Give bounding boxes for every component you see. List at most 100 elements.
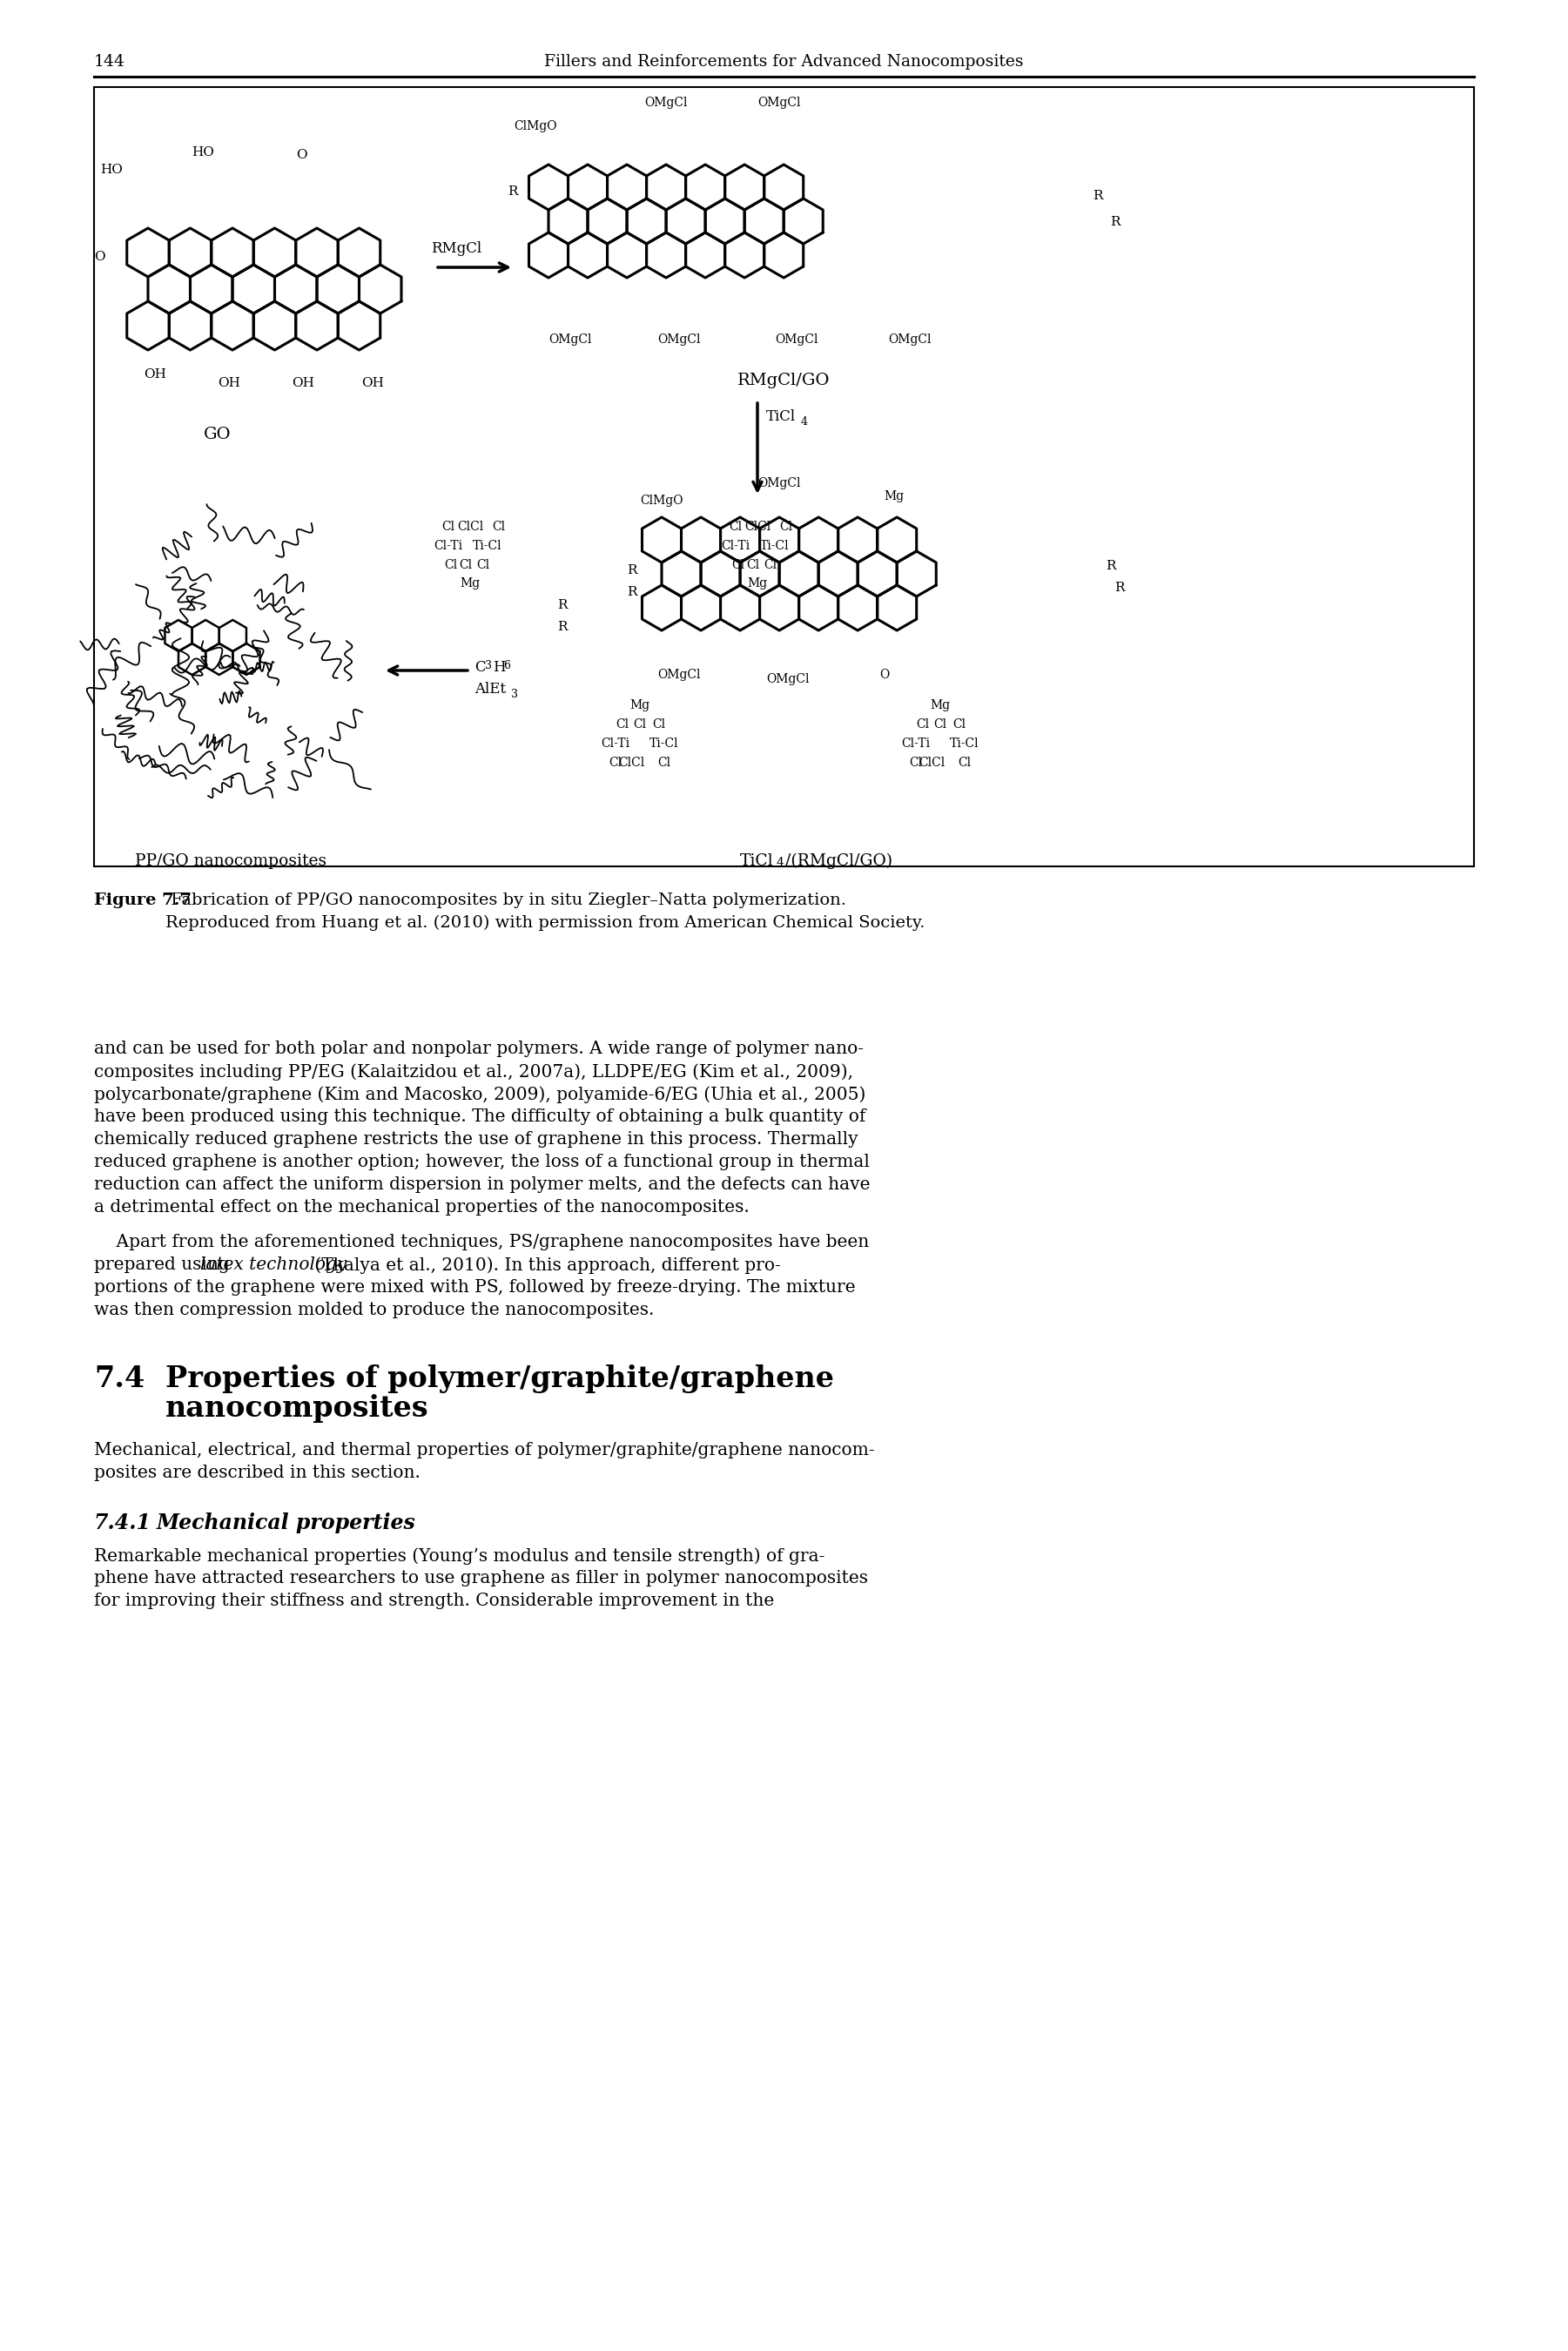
Text: TiCl: TiCl	[740, 853, 773, 870]
Text: Cl: Cl	[764, 560, 778, 571]
Text: OMgCl: OMgCl	[757, 96, 801, 108]
Text: Cl: Cl	[652, 719, 666, 731]
Text: R: R	[627, 564, 637, 576]
Text: O: O	[880, 668, 889, 682]
Text: Cl: Cl	[732, 560, 745, 571]
Text: Fillers and Reinforcements for Advanced Nanocomposites: Fillers and Reinforcements for Advanced …	[544, 54, 1024, 71]
Text: Cl: Cl	[746, 560, 759, 571]
Text: Mg: Mg	[459, 578, 480, 590]
Text: R: R	[1115, 581, 1124, 595]
Text: 3: 3	[485, 661, 492, 672]
Text: GO: GO	[204, 426, 232, 442]
Text: OH: OH	[144, 369, 166, 381]
Text: Cl: Cl	[958, 757, 971, 769]
Text: Ti-Cl: Ti-Cl	[950, 738, 980, 750]
Text: R: R	[557, 621, 568, 632]
Text: RMgCl: RMgCl	[431, 240, 481, 256]
Text: nanocomposites: nanocomposites	[165, 1394, 430, 1422]
Text: 4: 4	[776, 856, 784, 870]
Text: ClMgO: ClMgO	[640, 494, 684, 508]
Text: Mg: Mg	[630, 698, 651, 712]
Text: HO: HO	[100, 165, 122, 176]
Text: Cl: Cl	[916, 719, 930, 731]
Text: OH: OH	[218, 376, 240, 390]
Text: Cl: Cl	[477, 560, 489, 571]
Text: Figure 7.7: Figure 7.7	[94, 893, 191, 907]
Text: OMgCl: OMgCl	[767, 672, 809, 684]
Text: (Tkalya et al., 2010). In this approach, different pro-: (Tkalya et al., 2010). In this approach,…	[309, 1255, 781, 1274]
Text: a detrimental effect on the mechanical properties of the nanocomposites.: a detrimental effect on the mechanical p…	[94, 1199, 750, 1215]
Text: and can be used for both polar and nonpolar polymers. A wide range of polymer na: and can be used for both polar and nonpo…	[94, 1041, 864, 1058]
Text: R: R	[1105, 560, 1116, 571]
Text: RMgCl/GO: RMgCl/GO	[737, 374, 829, 388]
Text: Mg: Mg	[930, 698, 950, 712]
Text: C: C	[475, 661, 486, 675]
Text: Ti-Cl: Ti-Cl	[474, 541, 502, 552]
Text: O: O	[296, 148, 307, 162]
Text: R: R	[1110, 216, 1120, 228]
Text: polycarbonate/graphene (Kim and Macosko, 2009), polyamide-6/EG (Uhia et al., 200: polycarbonate/graphene (Kim and Macosko,…	[94, 1086, 866, 1103]
Text: Cl: Cl	[608, 757, 622, 769]
Text: 4: 4	[801, 416, 808, 428]
Text: Cl: Cl	[441, 520, 455, 534]
Text: TiCl: TiCl	[767, 409, 797, 423]
Text: Cl: Cl	[459, 560, 472, 571]
Text: Properties of polymer/graphite/graphene: Properties of polymer/graphite/graphene	[165, 1364, 834, 1394]
Text: Cl: Cl	[729, 520, 742, 534]
Text: 3: 3	[511, 689, 517, 701]
Text: Cl: Cl	[633, 719, 646, 731]
Text: 7.4: 7.4	[94, 1364, 144, 1394]
Text: OMgCl: OMgCl	[887, 334, 931, 346]
Text: reduced graphene is another option; however, the loss of a functional group in t: reduced graphene is another option; howe…	[94, 1154, 870, 1171]
Text: OMgCl: OMgCl	[549, 334, 591, 346]
Text: posites are described in this section.: posites are described in this section.	[94, 1465, 420, 1481]
Text: 6: 6	[503, 661, 510, 672]
Text: R: R	[508, 186, 517, 197]
Text: ClCl: ClCl	[745, 520, 770, 534]
Text: Mechanical properties: Mechanical properties	[157, 1512, 416, 1533]
Text: H: H	[492, 661, 505, 675]
Text: ClCl: ClCl	[919, 757, 946, 769]
Text: prepared using: prepared using	[94, 1255, 235, 1272]
Text: 144: 144	[94, 54, 125, 71]
Text: Mg: Mg	[748, 578, 767, 590]
Text: Mechanical, electrical, and thermal properties of polymer/graphite/graphene nano: Mechanical, electrical, and thermal prop…	[94, 1441, 875, 1458]
Text: for improving their stiffness and strength. Considerable improvement in the: for improving their stiffness and streng…	[94, 1592, 775, 1608]
Text: OMgCl: OMgCl	[644, 96, 687, 108]
Text: Remarkable mechanical properties (Young’s modulus and tensile strength) of gra-: Remarkable mechanical properties (Young’…	[94, 1547, 825, 1563]
Text: Cl: Cl	[779, 520, 792, 534]
Text: R: R	[557, 600, 568, 611]
Text: HO: HO	[191, 146, 215, 158]
Text: O: O	[94, 252, 105, 263]
Text: 7.4.1: 7.4.1	[94, 1512, 152, 1533]
Text: Apart from the aforementioned techniques, PS/graphene nanocomposites have been: Apart from the aforementioned techniques…	[94, 1234, 869, 1251]
Text: Cl: Cl	[616, 719, 629, 731]
Text: AlEt: AlEt	[475, 682, 506, 696]
Text: have been produced using this technique. The difficulty of obtaining a bulk quan: have been produced using this technique.…	[94, 1107, 866, 1126]
Text: OH: OH	[292, 376, 314, 390]
Text: OMgCl: OMgCl	[657, 668, 701, 682]
Text: ClCl: ClCl	[456, 520, 483, 534]
Text: phene have attracted researchers to use graphene as filler in polymer nanocompos: phene have attracted researchers to use …	[94, 1570, 869, 1587]
Text: Mg: Mg	[884, 491, 903, 503]
Text: Cl-Ti: Cl-Ti	[902, 738, 930, 750]
Text: PP/GO nanocomposites: PP/GO nanocomposites	[135, 853, 326, 870]
Text: OMgCl: OMgCl	[757, 477, 801, 489]
Text: chemically reduced graphene restricts the use of graphene in this process. Therm: chemically reduced graphene restricts th…	[94, 1131, 858, 1147]
Text: Cl: Cl	[657, 757, 671, 769]
Text: ClCl: ClCl	[618, 757, 644, 769]
Text: reduction can affect the uniform dispersion in polymer melts, and the defects ca: reduction can affect the uniform dispers…	[94, 1176, 870, 1192]
Text: Cl: Cl	[444, 560, 458, 571]
Text: Fabrication of PP/GO nanocomposites by in situ Ziegler–Natta polymerization.
Rep: Fabrication of PP/GO nanocomposites by i…	[165, 893, 925, 931]
Text: OH: OH	[361, 376, 384, 390]
Text: Cl: Cl	[492, 520, 505, 534]
Text: composites including PP/EG (Kalaitzidou et al., 2007a), LLDPE/EG (Kim et al., 20: composites including PP/EG (Kalaitzidou …	[94, 1063, 853, 1081]
Text: latex technology: latex technology	[201, 1255, 347, 1272]
Text: /(RMgCl/GO): /(RMgCl/GO)	[786, 853, 892, 870]
Text: Cl-Ti: Cl-Ti	[601, 738, 630, 750]
Text: Ti-Cl: Ti-Cl	[760, 541, 790, 552]
Text: Ti-Cl: Ti-Cl	[649, 738, 679, 750]
Text: ClMgO: ClMgO	[514, 120, 557, 132]
Text: Cl-Ti: Cl-Ti	[721, 541, 750, 552]
Text: R: R	[1093, 190, 1102, 202]
